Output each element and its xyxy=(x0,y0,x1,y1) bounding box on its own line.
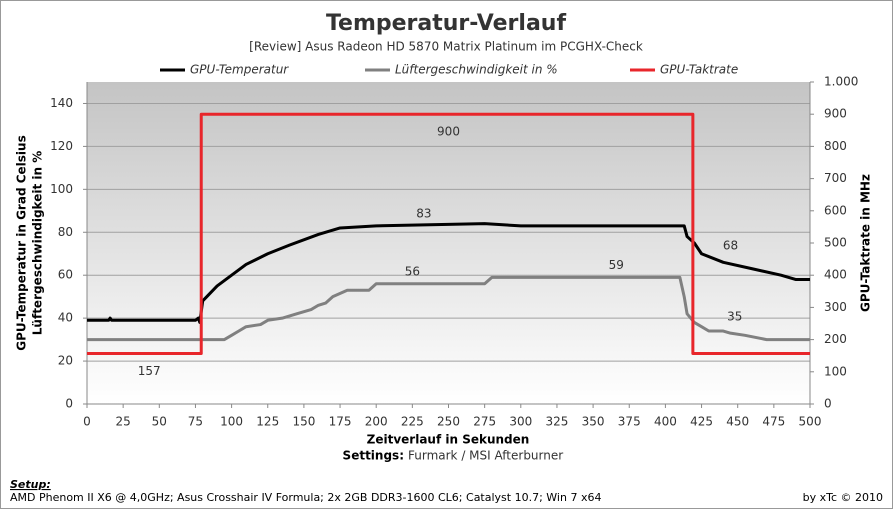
x-tick-label: 250 xyxy=(437,415,460,429)
y2-tick-label: 100 xyxy=(824,364,847,378)
y2-tick-label: 0 xyxy=(824,397,832,411)
y-tick-label: 100 xyxy=(50,182,73,196)
series-line xyxy=(87,222,810,324)
x-tick-label: 400 xyxy=(654,415,677,429)
plot-area xyxy=(87,82,810,404)
x-tick-label: 225 xyxy=(401,415,424,429)
settings-label: Settings: xyxy=(343,449,404,463)
y2-tick-label: 900 xyxy=(824,107,847,121)
y-tick-label: 140 xyxy=(50,96,73,110)
y-axis-label: Lüftergeschwindigkeit in % xyxy=(31,151,45,335)
x-tick-label: 450 xyxy=(726,415,749,429)
x-tick-label: 100 xyxy=(220,415,243,429)
y2-tick-label: 1.000 xyxy=(824,75,858,89)
x-tick-label: 350 xyxy=(582,415,605,429)
data-label: 83 xyxy=(416,206,431,220)
y-tick-label: 80 xyxy=(58,225,73,239)
data-label: 35 xyxy=(727,309,742,323)
x-tick-label: 75 xyxy=(188,415,203,429)
x-tick-label: 375 xyxy=(618,415,641,429)
x-tick-label: 25 xyxy=(116,415,131,429)
y-tick-label: 40 xyxy=(58,311,73,325)
y2-tick-label: 500 xyxy=(824,236,847,250)
x-tick-label: 150 xyxy=(292,415,315,429)
series-line xyxy=(87,275,810,342)
x-tick-label: 325 xyxy=(545,415,568,429)
y-tick-label: 120 xyxy=(50,139,73,153)
chart-title: Temperatur-Verlauf xyxy=(326,11,566,36)
x-tick-label: 475 xyxy=(762,415,785,429)
series-line xyxy=(87,112,810,355)
legend-label: GPU-Temperatur xyxy=(190,63,289,77)
y2-tick-label: 300 xyxy=(824,300,847,314)
subtitle: [Review] Asus Radeon HD 5870 Matrix Plat… xyxy=(249,40,643,54)
data-label: 157 xyxy=(138,364,161,378)
setup-text: AMD Phenom II X6 @ 4,0GHz; Asus Crosshai… xyxy=(10,491,601,504)
data-label: 56 xyxy=(405,264,420,278)
y-tick-label: 60 xyxy=(58,268,73,282)
x-axis-label: Zeitverlauf in Sekunden xyxy=(367,433,530,447)
y2-tick-label: 700 xyxy=(824,171,847,185)
legend-label: GPU-Taktrate xyxy=(660,63,738,77)
x-tick-label: 175 xyxy=(329,415,352,429)
y2-axis-label: GPU-Taktrate in MHz xyxy=(859,174,873,312)
x-tick-label: 425 xyxy=(690,415,713,429)
y2-tick-label: 200 xyxy=(824,332,847,346)
y-tick-label: 20 xyxy=(58,354,73,368)
y2-tick-label: 400 xyxy=(824,268,847,282)
settings-text: Furmark / MSI Afterburner xyxy=(408,449,563,463)
x-tick-label: 0 xyxy=(83,415,91,429)
credit: by xTc © 2010 xyxy=(803,491,883,504)
data-label: 59 xyxy=(609,258,624,272)
x-tick-label: 50 xyxy=(152,415,167,429)
x-tick-label: 300 xyxy=(509,415,532,429)
y-axis-label: GPU-Temperatur in Grad Celsius xyxy=(15,135,29,350)
legend-label: Lüftergeschwindigkeit in % xyxy=(395,63,558,77)
y2-tick-label: 800 xyxy=(824,139,847,153)
x-tick-label: 500 xyxy=(799,415,822,429)
data-label: 900 xyxy=(437,125,460,139)
x-tick-label: 275 xyxy=(473,415,496,429)
y-tick-label: 0 xyxy=(65,397,73,411)
data-label: 68 xyxy=(723,239,738,253)
y2-tick-label: 600 xyxy=(824,203,847,217)
x-tick-label: 200 xyxy=(365,415,388,429)
setup-label: Setup: xyxy=(10,478,51,491)
x-tick-label: 125 xyxy=(256,415,279,429)
